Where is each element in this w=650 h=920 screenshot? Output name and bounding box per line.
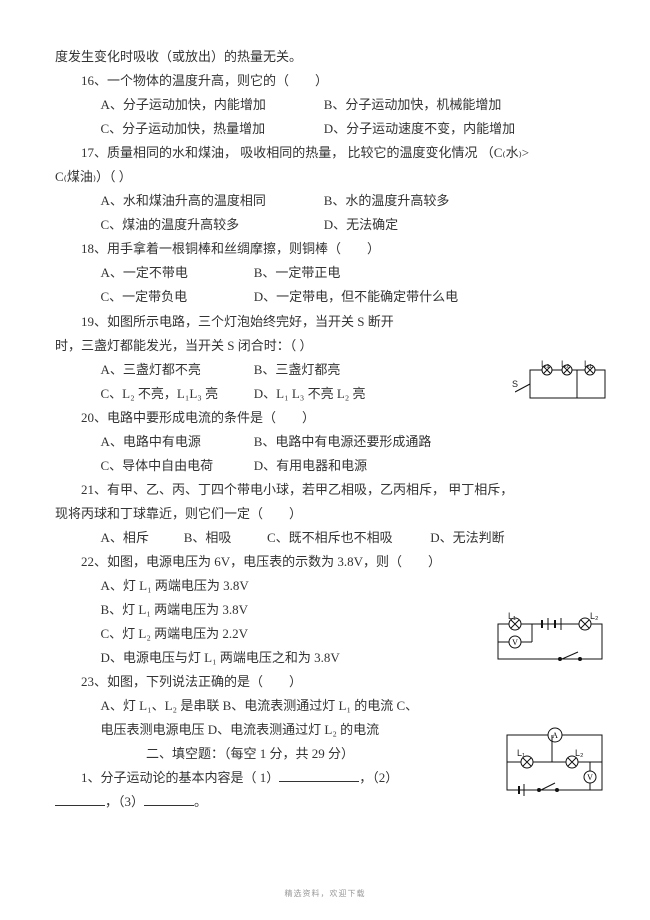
q19-d: D、L₁ L₃ 不亮 L₂ 亮 bbox=[254, 382, 366, 406]
q21-stem-a: 21、有甲、乙、丙、丁四个带电小球，若甲乙相吸，乙丙相斥， 甲丁相斥， bbox=[55, 478, 595, 502]
blank-3 bbox=[144, 792, 194, 806]
fill1-d: 。 bbox=[194, 794, 207, 809]
q19-s-label: S bbox=[512, 376, 518, 393]
blank-2 bbox=[55, 792, 105, 806]
fill1-a: 1、分子运动论的基本内容是（ 1） bbox=[81, 770, 279, 785]
q18-d: D、一定带电，但不能确定带什么电 bbox=[254, 285, 458, 309]
intro-text: 度发生变化时吸收（或放出）的热量无关。 bbox=[55, 45, 595, 69]
q16-row1: A、分子运动加快，内能增加 B、分子运动加快，机械能增加 bbox=[55, 93, 595, 117]
fill1-b: ，（2） bbox=[359, 770, 398, 785]
q22-l1-label: L₁ bbox=[508, 608, 516, 625]
page-footer: 精选资料，欢迎下载 bbox=[0, 887, 650, 902]
q17-row1: A、水和煤油升高的温度相同 B、水的温度升高较多 bbox=[55, 189, 595, 213]
q19-circuit-diagram: S L₃ L₂ L₁ bbox=[515, 362, 610, 407]
q19-b: B、三盏灯都亮 bbox=[254, 358, 341, 382]
q23-l1-label: L₁ bbox=[517, 745, 525, 762]
q17-stem-b: C₍煤油₎）（ ） bbox=[55, 165, 595, 189]
q22-stem: 22、如图，电源电压为 6V，电压表的示数为 3.8V，则（ ） bbox=[55, 550, 595, 574]
q17-a: A、水和煤油升高的温度相同 bbox=[101, 189, 321, 213]
exam-page: 度发生变化时吸收（或放出）的热量无关。 16、一个物体的温度升高，则它的（ ） … bbox=[0, 0, 650, 920]
q22-circuit-diagram: V L₁ L₂ bbox=[490, 614, 610, 669]
q20-d: D、有用电器和电源 bbox=[254, 454, 367, 478]
q19-stem-a: 19、如图所示电路，三个灯泡始终完好，当开关 S 断开 bbox=[55, 310, 595, 334]
q18-row2: C、一定带负电 D、一定带电，但不能确定带什么电 bbox=[55, 285, 595, 309]
q20-row1: A、电路中有电源 B、电路中有电源还要形成通路 bbox=[55, 430, 595, 454]
svg-text:A: A bbox=[552, 731, 558, 740]
q23-circuit-diagram: A V L₁ L₂ bbox=[497, 727, 612, 799]
q23-a: A、灯 L₁、L₂ 是串联 B、电流表测通过灯 L₁ 的电流 C、 bbox=[55, 694, 595, 718]
q19-l2-label: L₂ bbox=[561, 356, 570, 373]
q21-a: A、相斥 bbox=[101, 526, 181, 550]
q19-l1-label: L₁ bbox=[584, 356, 592, 373]
q20-row2: C、导体中自由电荷 D、有用电器和电源 bbox=[55, 454, 595, 478]
blank-1 bbox=[279, 768, 359, 782]
q21-d: D、无法判断 bbox=[430, 526, 504, 550]
q16-c: C、分子运动加快，热量增加 bbox=[101, 117, 321, 141]
q21-stem-b: 现将丙球和丁球靠近，则它们一定（ ） bbox=[55, 502, 595, 526]
q16-row2: C、分子运动加快，热量增加 D、分子运动速度不变，内能增加 bbox=[55, 117, 595, 141]
q19-c: C、L₂ 不亮，L₁L₃ 亮 bbox=[101, 382, 251, 406]
q19-a: A、三盏灯都不亮 bbox=[101, 358, 251, 382]
q17-c: C、煤油的温度升高较多 bbox=[101, 213, 321, 237]
q18-c: C、一定带负电 bbox=[101, 285, 251, 309]
q18-b: B、一定带正电 bbox=[254, 261, 341, 285]
fill1-c: ，（3） bbox=[105, 794, 144, 809]
q23-stem: 23、如图，下列说法正确的是（ ） bbox=[55, 670, 595, 694]
q19-l3-label: L₃ bbox=[541, 356, 550, 373]
q21-c: C、既不相斥也不相吸 bbox=[267, 526, 427, 550]
q18-row1: A、一定不带电 B、一定带正电 bbox=[55, 261, 595, 285]
svg-text:V: V bbox=[587, 773, 593, 782]
q20-c: C、导体中自由电荷 bbox=[101, 454, 251, 478]
svg-text:V: V bbox=[512, 638, 518, 647]
q20-b: B、电路中有电源还要形成通路 bbox=[254, 430, 432, 454]
q17-d: D、无法确定 bbox=[324, 213, 398, 237]
q20-stem: 20、电路中要形成电流的条件是（ ） bbox=[55, 406, 595, 430]
q23-l2-label: L₂ bbox=[575, 745, 584, 762]
q18-a: A、一定不带电 bbox=[101, 261, 251, 285]
q16-stem: 16、一个物体的温度升高，则它的（ ） bbox=[55, 69, 595, 93]
q17-row2: C、煤油的温度升高较多 D、无法确定 bbox=[55, 213, 595, 237]
q19-stem-b: 时，三盏灯都能发光，当开关 S 闭合时：（ ） bbox=[55, 334, 595, 358]
q21-b: B、相吸 bbox=[184, 526, 264, 550]
q18-stem: 18、用手拿着一根铜棒和丝绸摩擦，则铜棒（ ） bbox=[55, 237, 595, 261]
q16-b: B、分子运动加快，机械能增加 bbox=[324, 93, 502, 117]
q17-stem-a: 17、质量相同的水和煤油， 吸收相同的热量， 比较它的温度变化情况 （C₍水₎> bbox=[55, 141, 595, 165]
q22-a: A、灯 L₁ 两端电压为 3.8V bbox=[55, 574, 595, 598]
q16-a: A、分子运动加快，内能增加 bbox=[101, 93, 321, 117]
q21-row: A、相斥 B、相吸 C、既不相斥也不相吸 D、无法判断 bbox=[55, 526, 595, 550]
q16-d: D、分子运动速度不变，内能增加 bbox=[324, 117, 515, 141]
q17-b: B、水的温度升高较多 bbox=[324, 189, 450, 213]
q20-a: A、电路中有电源 bbox=[101, 430, 251, 454]
q22-l2-label: L₂ bbox=[590, 608, 599, 625]
